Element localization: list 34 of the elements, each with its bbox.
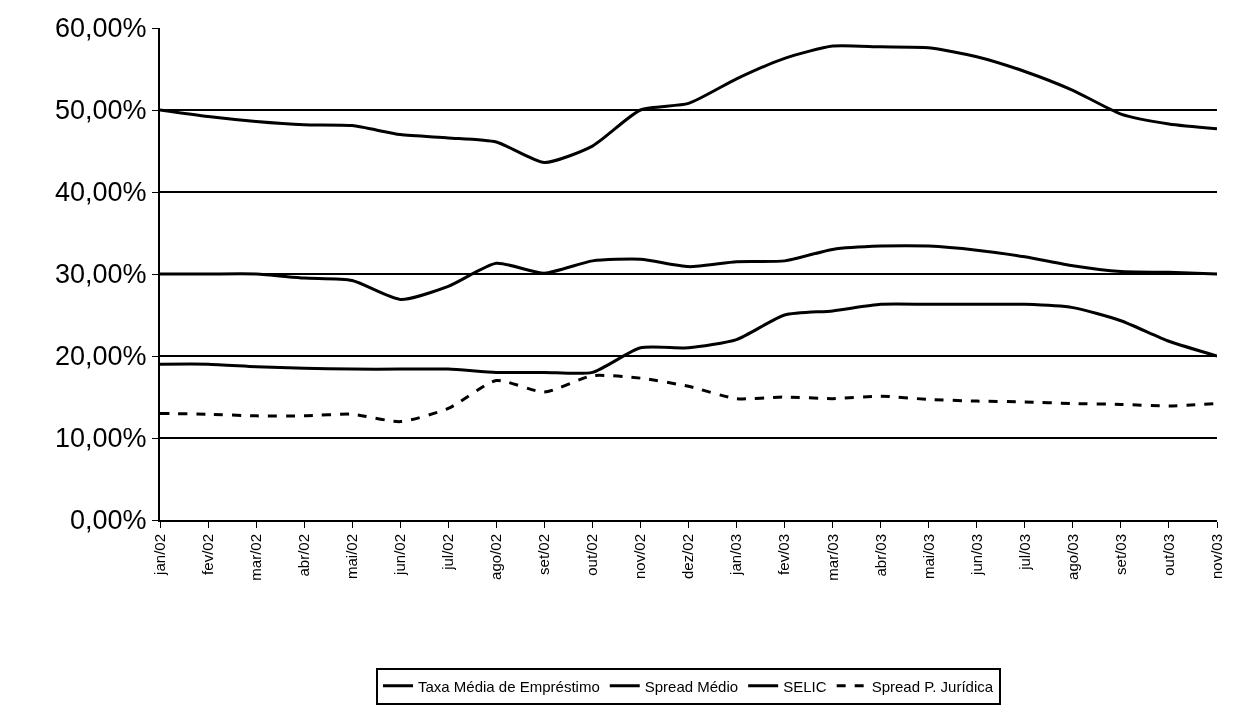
x-tick-label: set/03 xyxy=(1111,534,1129,575)
legend-label: Spread P. Jurídica xyxy=(871,677,994,695)
y-tick-label: 40,00% xyxy=(55,177,147,208)
legend-label: SELIC xyxy=(783,677,827,695)
x-tick-label: mai/03 xyxy=(919,534,937,580)
x-tick-label: mai/02 xyxy=(343,534,361,580)
x-tick-label: dez/02 xyxy=(679,534,697,580)
x-tick-label: nov/03 xyxy=(1207,534,1225,580)
y-tick-label: 0,00% xyxy=(70,505,147,536)
x-tick-label: out/03 xyxy=(1159,534,1177,576)
y-tick-label: 10,00% xyxy=(55,423,147,454)
x-tick-label: mar/03 xyxy=(823,534,841,581)
x-tick-label: jun/02 xyxy=(391,534,409,576)
x-tick-label: jul/02 xyxy=(439,534,457,571)
legend-label: Spread Médio xyxy=(644,677,739,695)
y-tick-label: 30,00% xyxy=(55,259,147,290)
x-tick-label: ago/02 xyxy=(487,534,505,580)
x-tick-label: mar/02 xyxy=(246,534,264,581)
x-tick-label: set/02 xyxy=(535,534,553,575)
x-tick-label: fev/03 xyxy=(775,534,793,575)
x-tick-label: out/02 xyxy=(583,534,601,576)
x-tick-label: jan/03 xyxy=(727,534,745,576)
x-tick-label: ago/03 xyxy=(1063,534,1081,580)
y-tick-label: 50,00% xyxy=(55,95,147,126)
x-tick-label: jun/03 xyxy=(967,534,985,576)
x-tick-label: nov/02 xyxy=(631,534,649,580)
legend-label: Taxa Média de Empréstimo xyxy=(418,677,600,695)
x-tick-label: abr/02 xyxy=(295,534,313,577)
y-tick-label: 20,00% xyxy=(55,341,147,372)
x-tick-label: jan/02 xyxy=(150,534,168,576)
x-tick-label: fev/02 xyxy=(198,534,216,575)
x-tick-label: abr/03 xyxy=(871,534,889,577)
x-tick-label: jul/03 xyxy=(1015,534,1033,571)
y-tick-label: 60,00% xyxy=(55,13,147,44)
